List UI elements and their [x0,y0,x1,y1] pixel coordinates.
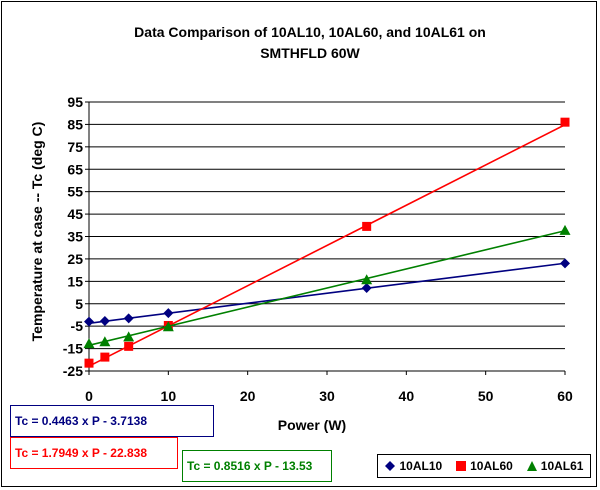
point-10al60-1 [100,352,110,362]
equation-10al61: Tc = 0.8516 x P - 13.53 [182,450,332,482]
point-10al10-5 [560,258,570,269]
equation-10al60: Tc = 1.7949 x P - 22.838 [10,437,178,469]
y-tick-label-8: 55 [67,184,83,200]
x-tick-label-3: 30 [319,388,335,404]
legend-marker-triangle-icon [526,461,537,471]
x-axis-label: Power (W) [278,417,346,433]
chart-title-line-2: SMTHFLD 60W [260,45,360,61]
y-tick-label-5: 25 [67,251,83,267]
point-10al61-5 [559,224,571,235]
y-tick-label-10: 75 [67,139,83,155]
point-10al60-5 [560,117,570,127]
fit-line-10al61 [88,229,566,347]
legend-marker-square-icon [456,461,467,471]
point-10al61-2 [123,331,135,342]
y-tick-label-7: 45 [67,206,83,222]
chart-legend: 10AL10 10AL60 10AL61 [377,454,591,478]
point-10al61-4 [361,274,373,285]
fit-line-10al60 [88,124,566,367]
x-tick-label-5: 50 [478,388,494,404]
y-tick-label-2: -5 [71,318,84,334]
point-10al10-2 [123,313,134,324]
point-10al10-0 [84,316,94,327]
y-tick-label-1: -15 [63,341,83,357]
legend-item-10al60: 10AL60 [455,459,513,473]
x-tick-label-0: 0 [85,388,93,404]
point-10al61-0 [83,338,95,349]
x-tick-label-1: 10 [161,388,177,404]
y-tick-label-4: 15 [67,273,83,289]
point-10al60-0 [84,358,94,368]
y-axis-label: Temperature at case -- Tc (deg C) [29,122,45,342]
x-tick-label-4: 40 [399,388,415,404]
y-tick-label-9: 65 [67,161,83,177]
y-tick-label-6: 35 [67,229,83,245]
fit-line-10al10 [88,262,566,325]
point-10al10-1 [99,316,110,327]
point-10al60-4 [362,221,372,231]
x-tick-label-2: 20 [240,388,256,404]
point-10al61-3 [162,321,174,332]
point-10al10-4 [361,283,372,294]
y-tick-label-12: 95 [67,94,83,110]
chart-title-line-1: Data Comparison of 10AL10, 10AL60, and 1… [134,24,486,40]
legend-label-10al61: 10AL61 [540,459,584,473]
legend-label-10al10: 10AL10 [399,459,443,473]
point-10al10-3 [163,308,174,319]
y-tick-label-11: 85 [67,116,83,132]
point-10al60-2 [124,341,134,351]
equation-10al10: Tc = 0.4463 x P - 3.7138 [10,405,214,437]
x-tick-label-6: 60 [557,388,573,404]
point-10al61-1 [99,336,111,347]
legend-item-10al61: 10AL61 [526,459,584,473]
legend-marker-diamond-icon [385,461,396,471]
legend-label-10al60: 10AL60 [470,459,513,473]
y-tick-label-0: -25 [63,363,83,379]
legend-item-10al10: 10AL10 [384,459,442,473]
y-tick-label-3: 5 [75,296,83,312]
